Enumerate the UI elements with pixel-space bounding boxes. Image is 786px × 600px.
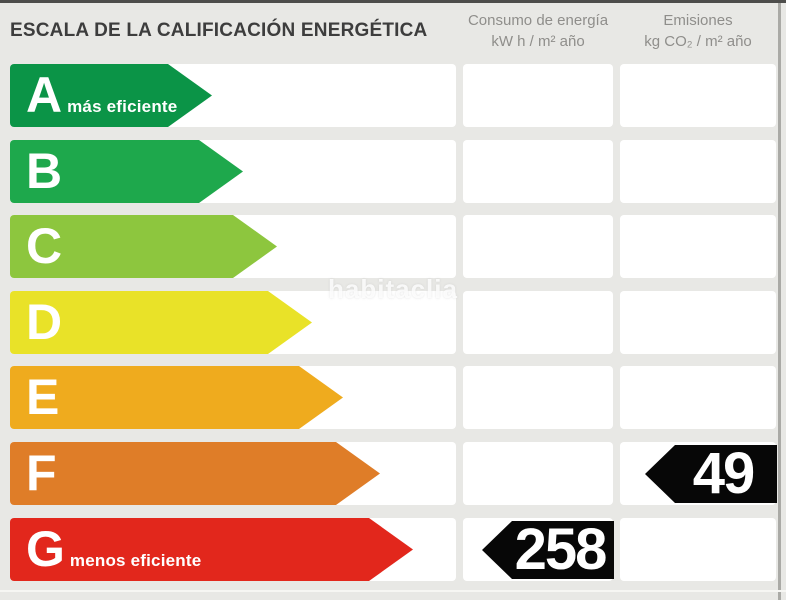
watermark: habitaclia: [328, 274, 458, 304]
bar-label: F: [10, 451, 62, 496]
rating-letter: F: [26, 445, 57, 501]
consumo-cell: [463, 140, 613, 203]
efficiency-note: menos eficiente: [69, 551, 202, 570]
page-title: ESCALA DE LA CALIFICACIÓN ENERGÉTICA: [10, 20, 428, 41]
consumo-column-header: Consumo de energía kW h / m² año: [448, 10, 628, 52]
rating-letter: C: [26, 218, 63, 274]
consumo-cell: [463, 366, 613, 429]
rating-row-e: E: [0, 366, 786, 429]
bar-label: G menos eficiente: [10, 527, 201, 572]
bar-label: A más eficiente: [10, 73, 177, 118]
rating-row-b: B: [0, 140, 786, 203]
emisiones-cell: [620, 366, 776, 429]
consumo-cell: [463, 64, 613, 127]
rating-letter: E: [26, 369, 60, 425]
rating-row-a: A más eficiente: [0, 64, 786, 127]
bar-label: E: [10, 375, 64, 420]
consumo-header-line1: Consumo de energía: [467, 12, 609, 29]
rating-letter: B: [26, 143, 63, 199]
rating-bar-f: F: [10, 442, 380, 505]
emisiones-cell: [620, 64, 776, 127]
rating-row-f: F 49: [0, 442, 786, 505]
rating-letter: A: [26, 67, 63, 123]
emisiones-cell: [620, 215, 776, 278]
emisiones-column-header: Emisiones kg CO₂ / m² año: [617, 10, 779, 52]
rating-bar-d: D: [10, 291, 312, 354]
consumo-header-units: kW h / m² año: [491, 33, 585, 50]
emisiones-header-units: kg CO₂ / m² año: [644, 33, 752, 50]
consumo-value-arrow: 258: [482, 521, 614, 579]
consumo-cell: [463, 215, 613, 278]
emisiones-value: 49: [692, 441, 756, 506]
emisiones-cell: [620, 518, 776, 581]
consumo-cell: [463, 442, 613, 505]
rating-row-d: D: [0, 291, 786, 354]
consumo-value: 258: [514, 517, 608, 582]
emisiones-value-arrow: 49: [645, 445, 777, 503]
consumo-cell: [463, 291, 613, 354]
right-border-line: [778, 3, 781, 600]
emisiones-cell: [620, 291, 776, 354]
rating-bar-g: G menos eficiente: [10, 518, 413, 581]
top-border-strip: [0, 0, 786, 3]
rating-bar-e: E: [10, 366, 343, 429]
rating-bar-b: B: [10, 140, 243, 203]
rating-bar-c: C: [10, 215, 277, 278]
bar-label: C: [10, 224, 67, 269]
bar-label: B: [10, 149, 67, 194]
bottom-divider-line: [0, 590, 786, 592]
rating-bar-a: A más eficiente: [10, 64, 212, 127]
emisiones-cell: [620, 140, 776, 203]
emisiones-header-line1: Emisiones: [663, 12, 733, 29]
rating-row-c: C: [0, 215, 786, 278]
efficiency-note: más eficiente: [67, 97, 178, 116]
rating-letter: D: [26, 294, 63, 350]
rating-letter: G: [26, 521, 65, 577]
rating-row-g: G menos eficiente 258: [0, 518, 786, 581]
bar-label: D: [10, 300, 67, 345]
